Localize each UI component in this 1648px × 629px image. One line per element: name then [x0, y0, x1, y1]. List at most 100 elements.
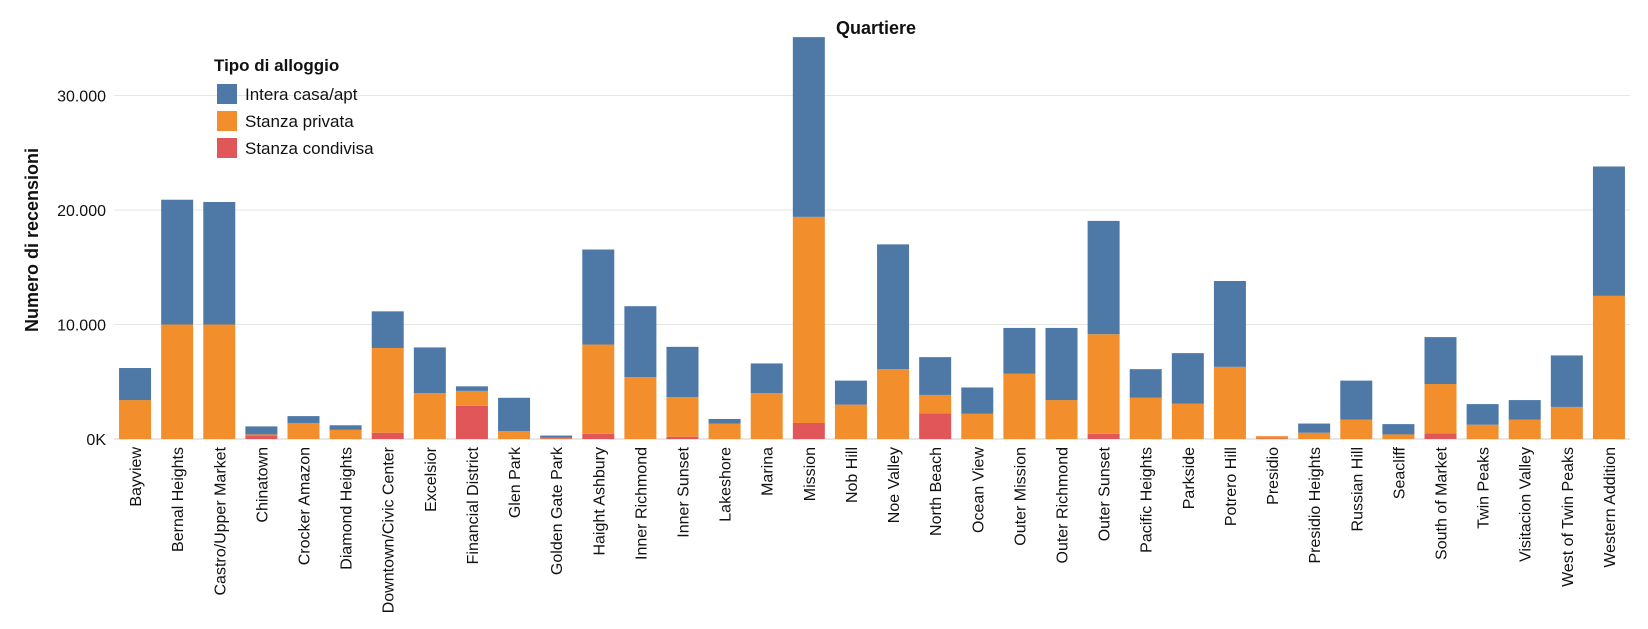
bar-segment — [1466, 404, 1499, 425]
legend-swatch — [217, 111, 237, 131]
x-tick-label: Golden Gate Park — [549, 446, 566, 575]
bar-segment — [498, 430, 531, 439]
legend-swatch — [217, 138, 237, 158]
chart-title: Quartiere — [836, 18, 916, 38]
x-tick-label: Inner Sunset — [676, 446, 693, 537]
bar-segment — [582, 344, 615, 434]
bar-segment — [961, 413, 994, 439]
bar-segment — [119, 400, 152, 439]
bar-segment — [1087, 220, 1120, 335]
bar-segment — [540, 437, 573, 439]
x-tick-label: Ocean View — [970, 447, 987, 533]
bar-segment — [540, 438, 573, 439]
bar-segment — [245, 426, 278, 435]
x-tick-label: Lakeshore — [718, 447, 735, 522]
x-tick-label: Inner Richmond — [633, 447, 650, 560]
bar-segment — [1298, 423, 1331, 433]
bar-segment — [203, 202, 236, 325]
bar-segment — [792, 37, 825, 217]
bar-segment — [413, 347, 446, 394]
bar-segment — [1003, 373, 1036, 439]
x-tick-label: Diamond Heights — [339, 447, 356, 570]
x-tick-label: Outer Richmond — [1055, 447, 1072, 564]
legend-label: Stanza condivisa — [245, 139, 374, 158]
x-tick-label: Downtown/Civic Center — [381, 446, 398, 613]
y-tick-label: 20.000 — [57, 203, 106, 220]
bar-segment — [1087, 433, 1120, 439]
bar-segment — [877, 369, 910, 439]
bar-segment — [1382, 434, 1415, 439]
bar-segment — [708, 423, 741, 439]
legend-label: Intera casa/apt — [245, 85, 358, 104]
bar-segment — [919, 413, 952, 439]
bar-segment — [245, 435, 278, 439]
bar-segment — [1171, 403, 1204, 439]
bar-segment — [287, 422, 320, 439]
x-tick-label: Mission — [802, 447, 819, 501]
bar-segment — [371, 311, 404, 348]
bar-segment — [961, 387, 994, 414]
x-axis-ticks: Bayview Bernal Heights Castro/Upper Market… — [128, 446, 1619, 613]
bars — [119, 37, 1625, 439]
bar-segment — [1129, 369, 1162, 398]
bar-segment — [1340, 380, 1373, 420]
bar-segment — [834, 404, 867, 439]
bar-segment — [1129, 397, 1162, 439]
bar-segment — [1087, 334, 1120, 434]
x-tick-label: Visitacion Valley — [1518, 447, 1535, 562]
bar-segment — [245, 434, 278, 436]
bar-segment — [1424, 384, 1457, 434]
bar-segment — [455, 386, 488, 391]
x-tick-label: Glen Park — [507, 446, 524, 518]
y-tick-label: 30.000 — [57, 89, 106, 106]
legend-swatch — [217, 84, 237, 104]
x-tick-label: Twin Peaks — [1476, 447, 1493, 529]
bar-segment — [1592, 295, 1625, 439]
bar-segment — [1213, 366, 1246, 439]
x-tick-label: Potrero Hill — [1223, 447, 1240, 526]
bar-segment — [203, 324, 236, 439]
legend-title: Tipo di alloggio — [214, 56, 339, 75]
bar-segment — [877, 244, 910, 370]
bar-segment — [666, 436, 699, 439]
bar-segment — [1592, 166, 1625, 296]
bar-segment — [1466, 424, 1499, 439]
bar-segment — [1256, 436, 1289, 439]
x-tick-label: Pacific Heights — [1139, 447, 1156, 553]
y-tick-label: 0K — [86, 432, 106, 449]
bar-segment — [413, 393, 446, 439]
x-tick-label: West of Twin Peaks — [1560, 447, 1577, 587]
bar-segment — [582, 249, 615, 345]
bar-segment — [329, 425, 362, 430]
x-tick-label: South of Market — [1434, 446, 1451, 560]
bar-segment — [708, 418, 741, 424]
bar-segment — [919, 357, 952, 395]
x-tick-label: Parkside — [1181, 447, 1198, 509]
bar-segment — [1550, 406, 1583, 439]
x-tick-label: Nob Hill — [844, 447, 861, 503]
x-tick-label: Crocker Amazon — [297, 447, 314, 565]
bar-segment — [666, 397, 699, 437]
bar-segment — [666, 346, 699, 398]
bar-segment — [1508, 419, 1541, 439]
bar-segment — [371, 347, 404, 433]
bar-segment — [582, 433, 615, 439]
bar-segment — [1045, 400, 1078, 439]
gridlines — [114, 95, 1630, 440]
bar-segment — [1340, 419, 1373, 439]
legend: Tipo di alloggio Intera casa/apt Stanza p… — [214, 56, 374, 158]
x-tick-label: Seacliff — [1391, 446, 1408, 499]
bar-segment — [287, 416, 320, 423]
x-tick-label: Chinatown — [254, 447, 271, 523]
x-tick-label: Castro/Upper Market — [212, 446, 229, 595]
x-tick-label: Outer Mission — [1012, 447, 1029, 546]
y-axis-ticks: 0K 10.000 20.000 30.000 — [57, 89, 106, 449]
y-tick-label: 10.000 — [57, 318, 106, 335]
bar-segment — [919, 394, 952, 414]
bar-segment — [624, 377, 657, 439]
x-tick-label: Bayview — [128, 447, 145, 507]
bar-segment — [834, 380, 867, 405]
bar-segment — [455, 405, 488, 439]
